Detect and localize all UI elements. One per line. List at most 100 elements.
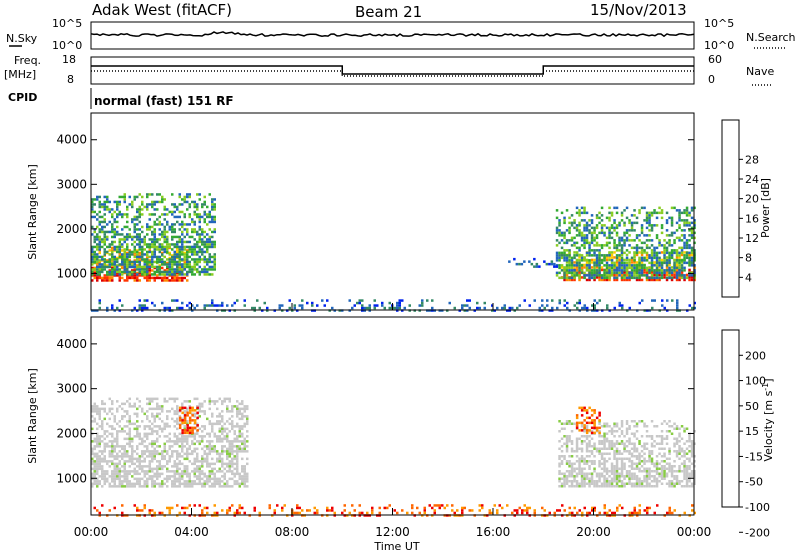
scatter-cell: [593, 485, 596, 488]
scatter-cell: [578, 407, 581, 410]
scatter-cell: [169, 438, 172, 441]
scatter-cell: [603, 470, 606, 473]
scatter-cell: [119, 201, 122, 204]
scatter-cell: [201, 233, 204, 236]
scatter-cell: [119, 238, 122, 241]
scatter-cell: [591, 478, 594, 481]
scatter-cell: [281, 509, 284, 512]
scatter-cell: [601, 269, 604, 272]
scatter-cell: [146, 223, 149, 226]
scatter-cell: [566, 445, 569, 448]
scatter-cell: [99, 211, 102, 214]
scatter-cell: [99, 243, 102, 246]
scatter-cell: [651, 212, 654, 215]
scatter-cell: [111, 243, 114, 246]
scatter-cell: [109, 221, 112, 224]
scatter-cell: [623, 448, 626, 451]
scatter-cell: [568, 473, 571, 476]
scatter-cell: [558, 252, 561, 255]
scatter-cell: [581, 450, 584, 453]
scatter-cell: [563, 217, 566, 220]
scatter-cell: [631, 460, 634, 463]
scatter-cell: [666, 242, 669, 245]
scatter-cell: [161, 196, 164, 199]
scatter-cell: [643, 463, 646, 466]
scatter-cell: [116, 453, 119, 456]
scatter-cell: [598, 212, 601, 215]
scatter-cell: [656, 473, 659, 476]
scatter-cell: [601, 259, 604, 262]
scatter-cell: [606, 254, 609, 257]
scatter-cell: [159, 216, 162, 219]
scatter-cell: [214, 304, 217, 307]
scatter-cell: [139, 435, 142, 438]
scatter-cell: [176, 473, 179, 476]
scatter-cell: [661, 267, 664, 270]
scatter-cell: [643, 458, 646, 461]
scatter-cell: [618, 274, 621, 277]
scatter-cell: [114, 271, 117, 274]
scatter-cell: [234, 480, 237, 483]
scatter-cell: [199, 256, 202, 259]
scatter-cell: [663, 244, 666, 247]
scatter-cell: [626, 264, 629, 267]
scatter-cell: [146, 196, 149, 199]
scatter-cell: [231, 410, 234, 413]
scatter-cell: [106, 273, 109, 276]
scatter-cell: [451, 509, 454, 512]
scatter-cell: [171, 238, 174, 241]
scatter-cell: [164, 238, 167, 241]
scatter-cell: [154, 512, 157, 515]
scatter-cell: [166, 236, 169, 239]
scatter-cell: [661, 251, 664, 254]
scatter-cell: [174, 433, 177, 436]
scatter-cell: [598, 249, 601, 252]
scatter-cell: [241, 450, 244, 453]
scatter-cell: [573, 277, 576, 280]
scatter-cell: [618, 473, 621, 476]
scatter-cell: [181, 507, 184, 510]
scatter-cell: [141, 468, 144, 471]
scatter-cell: [598, 267, 601, 270]
scatter-cell: [171, 228, 174, 231]
scatter-cell: [344, 504, 347, 507]
scatter-cell: [196, 417, 199, 420]
scatter-cell: [631, 222, 634, 225]
scatter-cell: [204, 243, 207, 246]
scatter-cell: [161, 468, 164, 471]
scatter-cell: [633, 433, 636, 436]
scatter-cell: [136, 251, 139, 254]
scatter-cell: [181, 463, 184, 466]
scatter-cell: [134, 403, 137, 406]
scatter-cell: [179, 433, 182, 436]
scatter-cell: [134, 478, 137, 481]
scatter-cell: [209, 266, 212, 269]
scatter-cell: [126, 475, 129, 478]
scatter-cell: [481, 507, 484, 510]
scatter-cell: [196, 261, 199, 264]
scatter-cell: [136, 238, 139, 241]
scatter-cell: [161, 408, 164, 411]
velocity-data: [91, 398, 696, 517]
scatter-cell: [576, 450, 579, 453]
scatter-cell: [421, 299, 424, 302]
scatter-cell: [209, 480, 212, 483]
scatter-cell: [566, 475, 569, 478]
scatter-cell: [166, 478, 169, 481]
scatter-cell: [586, 212, 589, 215]
scatter-cell: [221, 450, 224, 453]
scatter-cell: [321, 299, 324, 302]
scatter-cell: [626, 458, 629, 461]
scatter-cell: [611, 465, 614, 468]
scatter-cell: [156, 453, 159, 456]
scatter-cell: [129, 405, 132, 408]
scatter-cell: [616, 440, 619, 443]
scatter-cell: [129, 440, 132, 443]
scatter-cell: [176, 453, 179, 456]
scatter-cell: [209, 450, 212, 453]
scatter-cell: [476, 302, 479, 305]
scatter-cell: [184, 263, 187, 266]
scatter-cell: [586, 438, 589, 441]
scatter-cell: [636, 274, 639, 277]
scatter-cell: [496, 307, 499, 310]
